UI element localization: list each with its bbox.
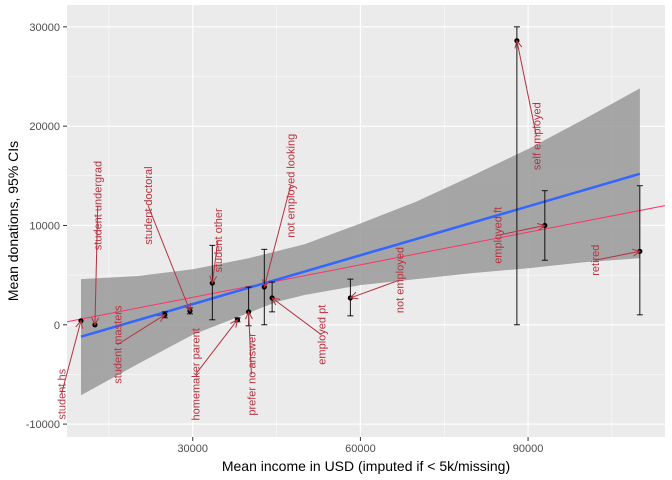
annotation-arrow — [271, 297, 322, 336]
annotation-arrowhead — [349, 291, 359, 300]
x-tick-label: 60000 — [345, 443, 376, 455]
annotation-arrowhead — [536, 223, 546, 231]
reference-line-layer — [66, 205, 666, 323]
annotation-arrow — [94, 205, 99, 325]
annotation-label: homemaker parent — [191, 328, 203, 420]
x-axis-title: Mean income in USD (imputed if < 5k/miss… — [222, 458, 510, 474]
annotation-arrowhead — [156, 314, 166, 322]
annotation-label: self employed — [531, 102, 543, 170]
fit-line-layer — [80, 172, 641, 338]
annotation-arrow — [350, 279, 400, 299]
annotation-arrowhead — [91, 317, 100, 326]
annotation-arrow — [595, 250, 640, 261]
y-tick-label: -10000 — [26, 419, 60, 431]
annotation-arrow — [195, 319, 238, 375]
reference-line — [66, 205, 666, 323]
annotation-arrowhead — [183, 302, 191, 312]
annotation-label: retired — [590, 245, 602, 276]
annotation-arrowhead — [75, 319, 83, 329]
annotation-label: student other — [213, 208, 225, 273]
annotation-arrow — [248, 311, 252, 375]
x-tick-label: 90000 — [513, 443, 544, 455]
y-tick-label: 30000 — [29, 22, 60, 34]
y-axis-title: Mean donations, 95% CIs — [5, 141, 21, 301]
y-tick-label: 0 — [54, 320, 60, 332]
annotation-arrowhead — [209, 275, 218, 285]
annotation-arrow — [147, 205, 191, 312]
annotation-arrow — [516, 40, 537, 137]
annotation-arrowhead — [245, 310, 253, 320]
annotation-arrow — [60, 320, 82, 395]
annotation-arrow — [263, 185, 292, 288]
annotation-arrowhead — [262, 279, 270, 289]
annotation-label: student undergrad — [93, 161, 105, 250]
x-axis: 30000 60000 90000 — [177, 437, 543, 455]
annotation-layer: student hs student undergrad student maste… — [56, 39, 642, 421]
annotation-label: student masters — [112, 305, 124, 384]
annotation-arrowhead — [631, 248, 642, 257]
fit-line — [80, 172, 641, 338]
x-tick-label: 30000 — [177, 443, 208, 455]
annotation-arrowhead — [230, 318, 239, 328]
y-axis: -10000 0 10000 20000 30000 — [26, 22, 67, 431]
annotation-label: prefer no answer — [246, 333, 258, 416]
annotation-label: employed pt — [316, 305, 328, 365]
annotation-label: employed ft — [492, 207, 504, 264]
annotation-arrow — [211, 240, 219, 284]
annotation-arrow — [117, 314, 166, 346]
annotation-arrowhead — [514, 39, 523, 49]
y-tick-label: 20000 — [29, 121, 60, 133]
annotation-label: student doctoral — [143, 166, 155, 244]
confidence-ribbon-layer — [81, 88, 640, 396]
annotation-label: student hs — [56, 368, 68, 419]
annotation-arrow — [497, 224, 545, 236]
annotation-arrowhead — [271, 297, 281, 306]
y-tick-label: 10000 — [29, 220, 60, 232]
annotation-label: not employed looking — [286, 134, 298, 238]
annotation-label: not employed — [394, 247, 406, 313]
confidence-ribbon — [81, 88, 640, 396]
